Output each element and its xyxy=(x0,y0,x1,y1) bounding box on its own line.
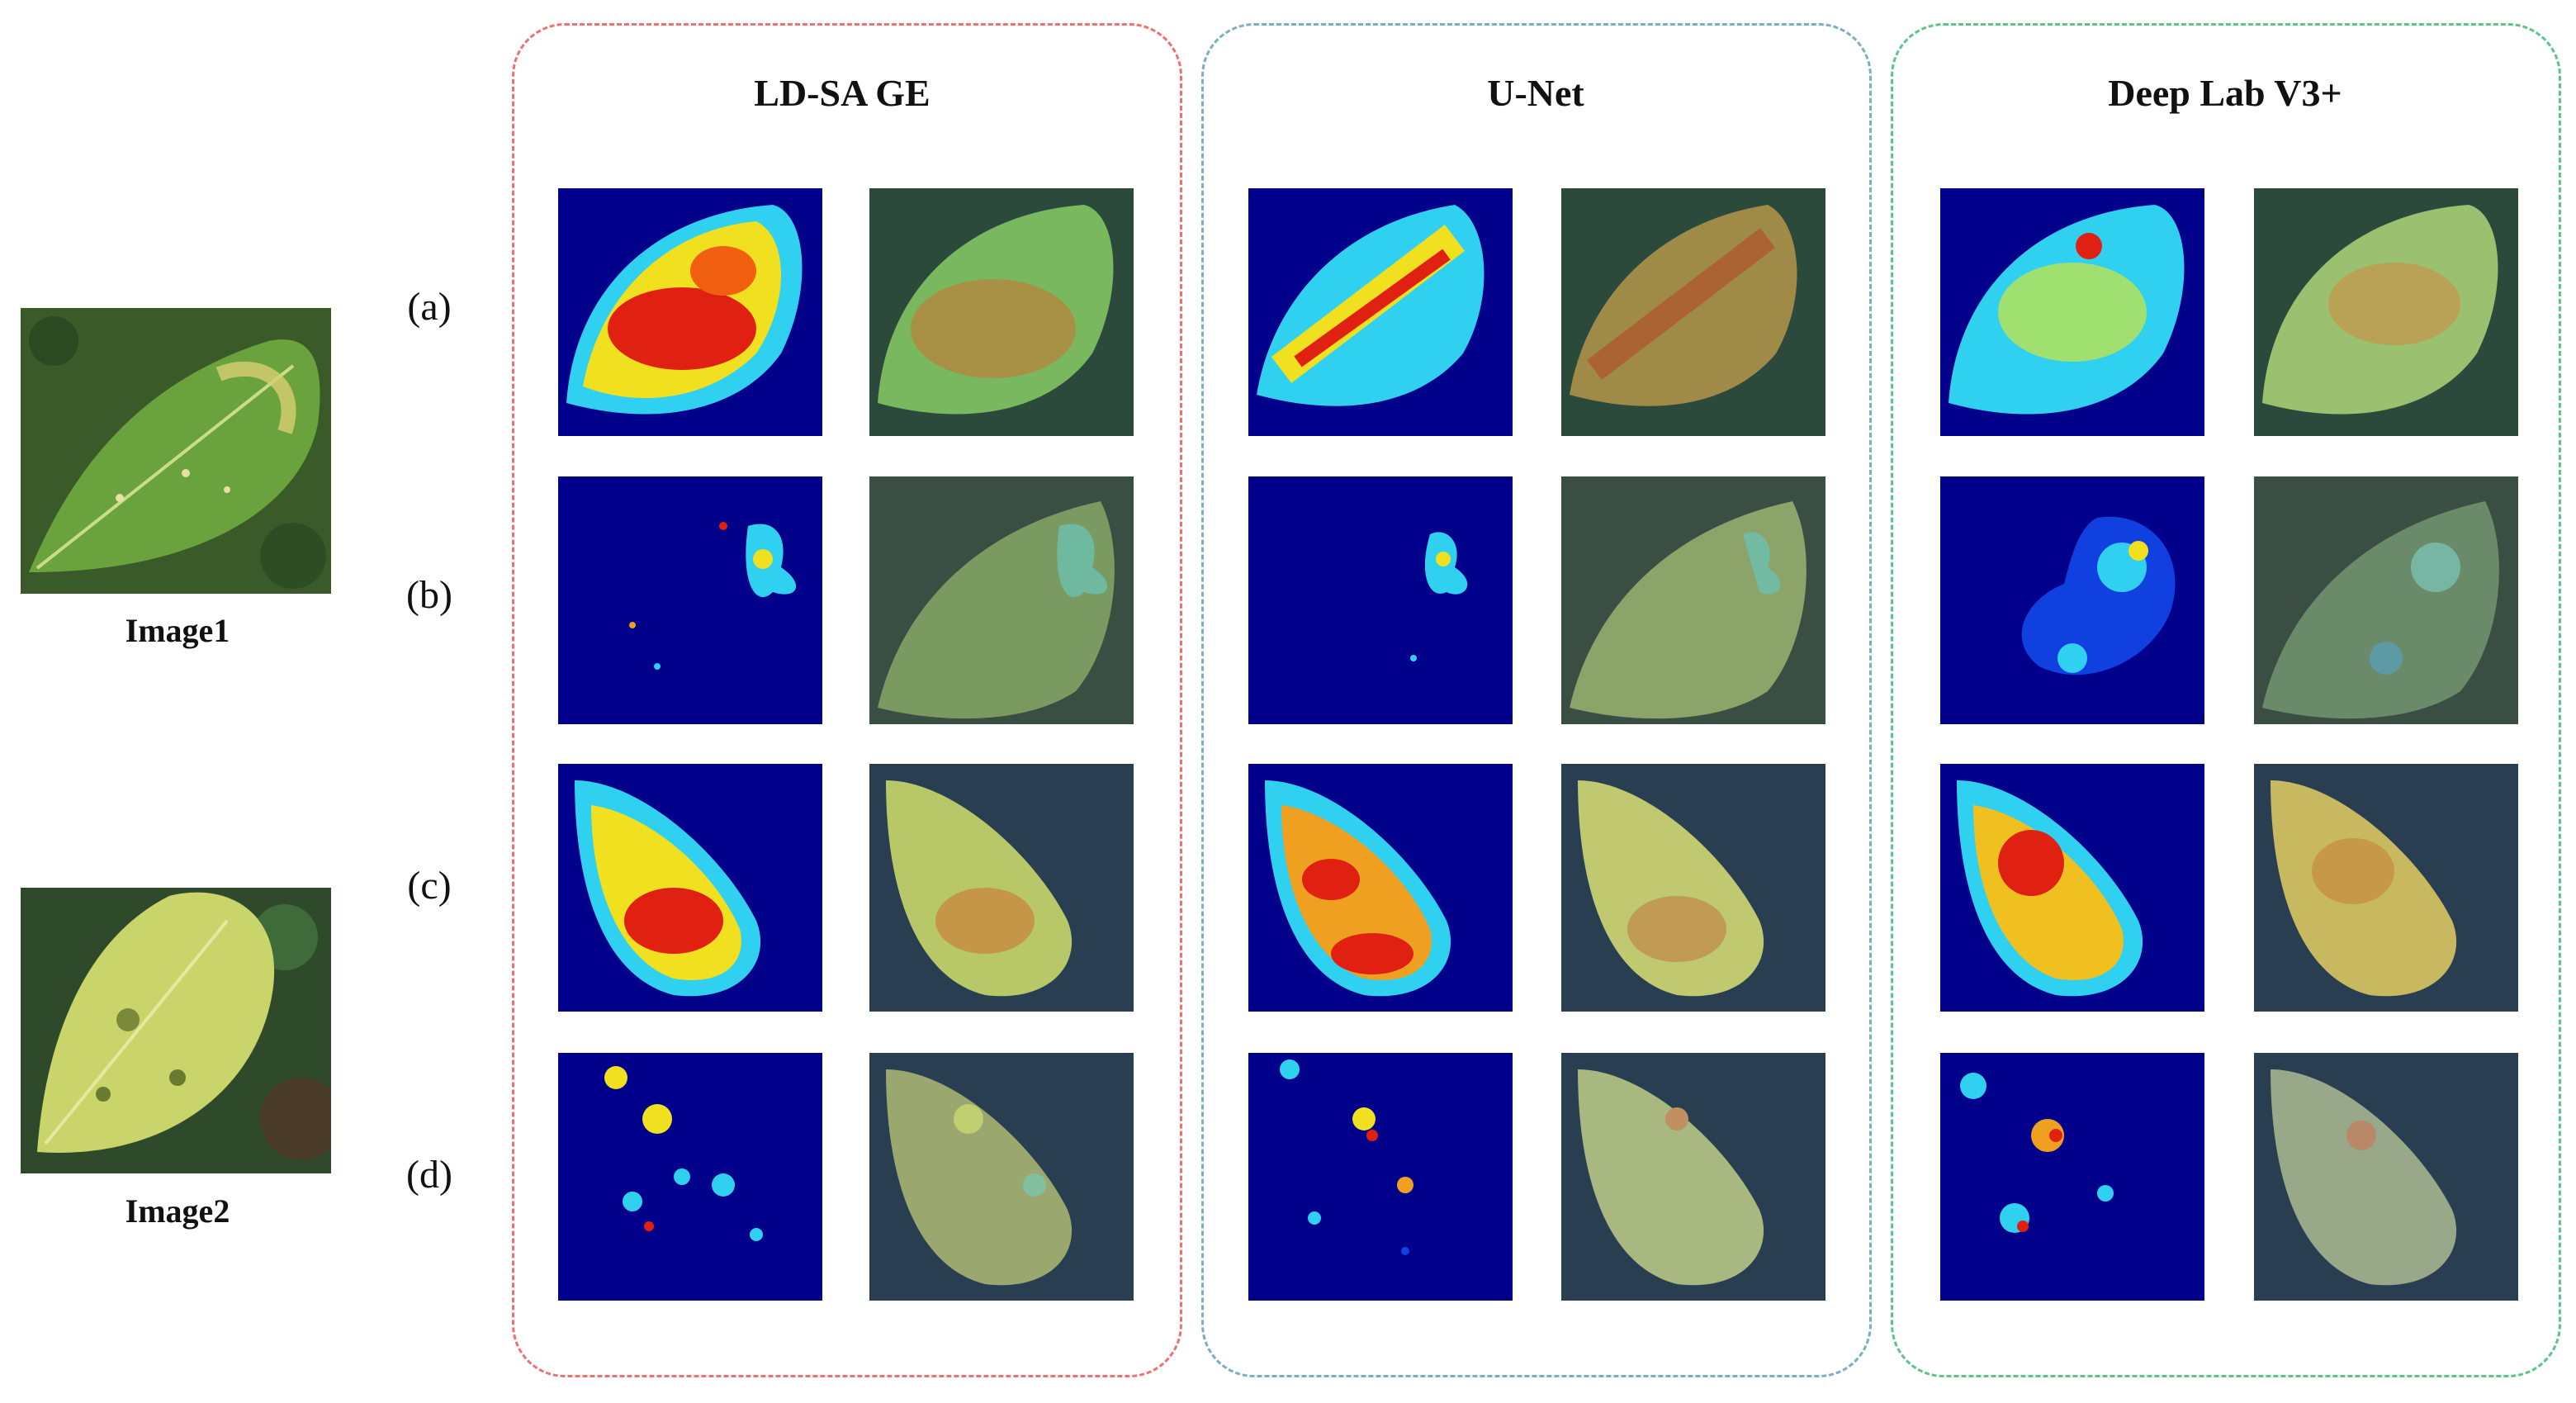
heatmap-deeplab-b xyxy=(1940,476,2204,724)
overlay-unet-a xyxy=(1561,188,1825,436)
source-image-1 xyxy=(21,308,331,594)
heatmap-unet-c xyxy=(1248,764,1513,1012)
heatmap-ldsage-d xyxy=(558,1053,822,1301)
panel-unet-title: U-Net xyxy=(1487,72,1584,114)
overlay-unet-d xyxy=(1561,1053,1825,1301)
overlay-deeplab-a xyxy=(2254,188,2518,436)
panel-deeplab-title: Deep Lab V3+ xyxy=(2108,72,2342,114)
overlay-deeplab-b xyxy=(2254,476,2518,724)
heatmap-deeplab-d xyxy=(1940,1053,2204,1301)
heatmap-unet-d xyxy=(1248,1053,1513,1301)
row-label-a: (a) xyxy=(407,285,452,329)
row-label-d: (d) xyxy=(406,1153,452,1197)
overlay-ldsage-a xyxy=(869,188,1134,436)
source-image-2-caption: Image2 xyxy=(125,1192,230,1230)
heatmap-ldsage-a xyxy=(558,188,822,436)
overlay-ldsage-d xyxy=(869,1053,1134,1301)
panel-ld-sage-title: LD-SA GE xyxy=(754,72,930,114)
overlay-deeplab-d xyxy=(2254,1053,2518,1301)
heatmap-unet-a xyxy=(1248,188,1513,436)
source-image-2 xyxy=(21,888,331,1173)
heatmap-deeplab-a xyxy=(1940,188,2204,436)
row-label-c: (c) xyxy=(407,864,452,908)
overlay-unet-b xyxy=(1561,476,1825,724)
overlay-unet-c xyxy=(1561,764,1825,1012)
heatmap-ldsage-c xyxy=(558,764,822,1012)
heatmap-unet-b xyxy=(1248,476,1513,724)
panel-unet xyxy=(1201,23,1872,1377)
panel-deeplab xyxy=(1891,23,2561,1377)
source-image-1-caption: Image1 xyxy=(125,612,230,649)
overlay-ldsage-c xyxy=(869,764,1134,1012)
heatmap-deeplab-c xyxy=(1940,764,2204,1012)
heatmap-ldsage-b xyxy=(558,476,822,724)
row-label-b: (b) xyxy=(406,573,452,617)
overlay-ldsage-b xyxy=(869,476,1134,724)
overlay-deeplab-c xyxy=(2254,764,2518,1012)
panel-ld-sage xyxy=(512,23,1182,1377)
